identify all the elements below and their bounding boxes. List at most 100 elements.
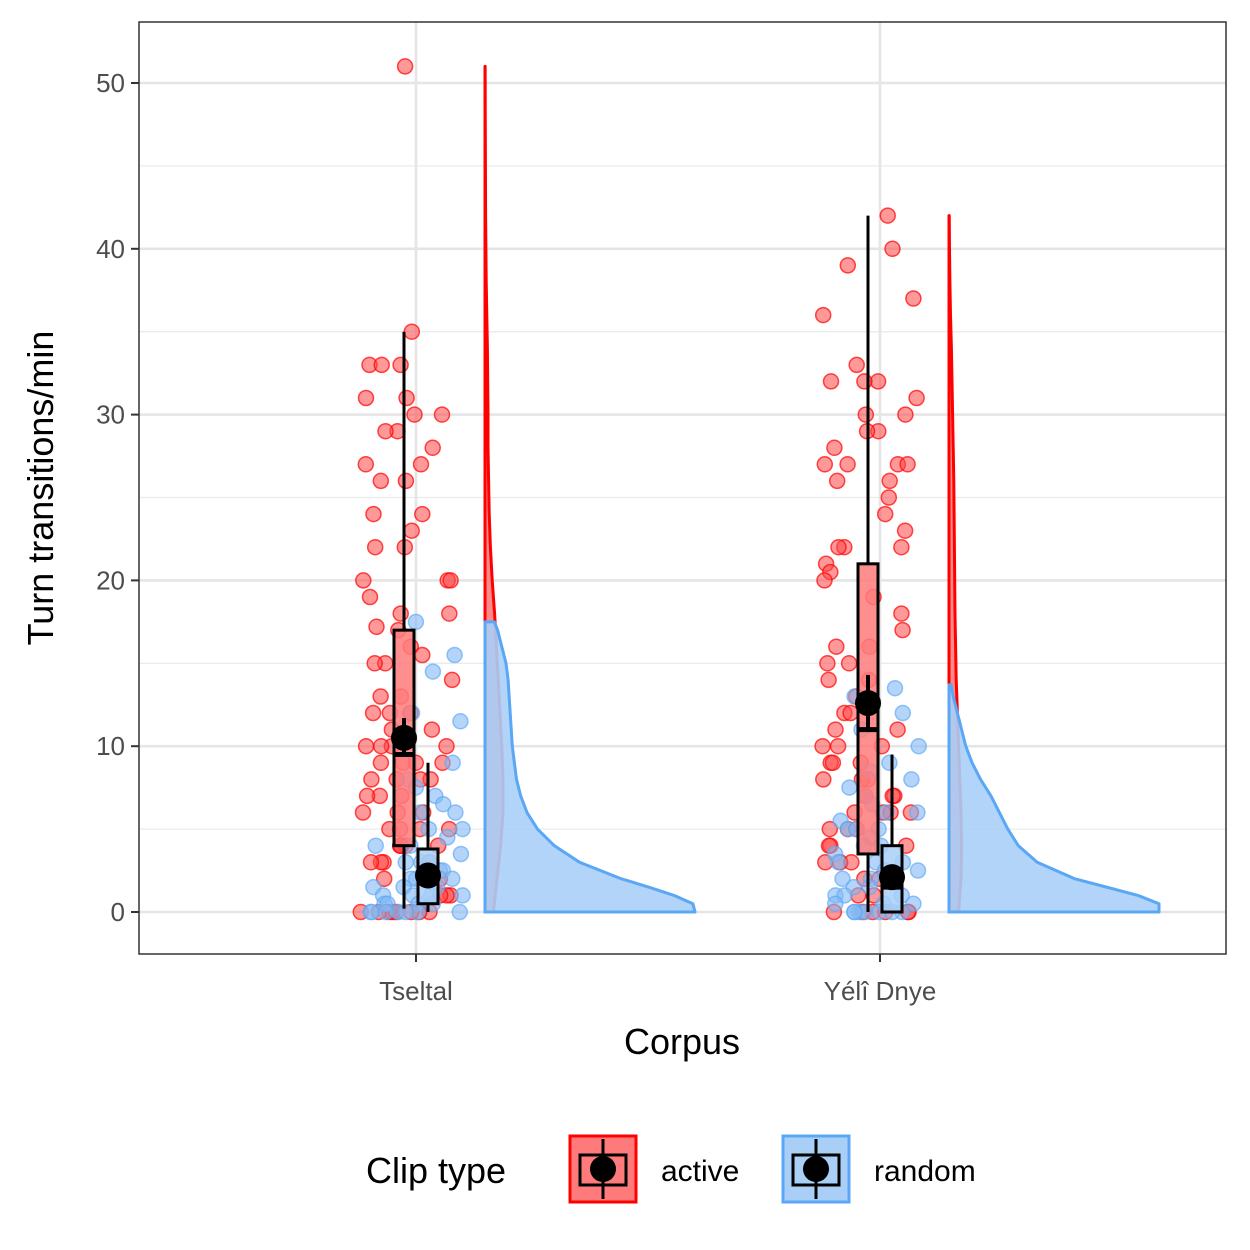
point-active <box>869 373 887 390</box>
point-active <box>403 522 420 539</box>
point-active <box>856 373 873 390</box>
point-active <box>827 721 844 738</box>
point-random <box>447 804 464 821</box>
point-random <box>846 903 863 921</box>
point-random <box>905 895 922 912</box>
point-active <box>424 439 441 457</box>
point-active <box>441 605 458 622</box>
point-random <box>377 903 395 921</box>
point-active <box>828 472 846 490</box>
point-active <box>396 58 414 75</box>
point-random <box>444 870 461 888</box>
legend-label-active: active <box>661 1155 739 1188</box>
point-active <box>839 257 857 274</box>
y-tick-label: 40 <box>96 234 125 264</box>
point-active <box>893 538 910 556</box>
point-active <box>824 754 842 772</box>
boxplots <box>391 215 905 914</box>
point-random <box>363 903 381 921</box>
point-active <box>442 572 459 589</box>
y-tick-label: 30 <box>96 400 125 430</box>
point-active <box>357 389 375 407</box>
point-random <box>834 870 851 888</box>
point-random <box>881 754 898 772</box>
grid <box>139 22 1226 954</box>
point-random <box>367 837 384 854</box>
point-active <box>889 721 906 738</box>
x-axis-title: Corpus <box>624 1021 740 1062</box>
point-active <box>839 456 856 473</box>
plot-background <box>139 22 1226 954</box>
point-active <box>377 422 394 440</box>
point-random <box>397 854 414 871</box>
point-active <box>366 538 384 556</box>
point-active <box>438 737 455 755</box>
point-random <box>861 878 878 896</box>
legend-key-active <box>568 1134 638 1204</box>
legend-label-random: random <box>874 1155 976 1188</box>
point-active <box>361 588 379 606</box>
point-active <box>829 737 847 755</box>
point-active <box>876 505 894 523</box>
point-active <box>363 771 380 788</box>
point-active <box>364 704 382 722</box>
density-random-Yélî Dnye <box>947 683 1161 914</box>
point-active <box>815 771 832 788</box>
point-active <box>908 389 925 407</box>
point-random <box>886 679 904 697</box>
axes: 0 10 20 30 40 50 Tseltal Yélî Dnye <box>96 68 936 1006</box>
point-random <box>454 887 471 904</box>
point-active <box>881 472 898 490</box>
point-active <box>414 646 431 664</box>
point-active <box>884 240 901 258</box>
point-active <box>358 787 376 805</box>
mean-active <box>855 690 881 717</box>
point-active <box>848 356 865 374</box>
point-random <box>452 845 470 863</box>
density-random-Tseltal <box>483 620 697 914</box>
point-random <box>903 771 920 788</box>
point-active <box>414 505 431 523</box>
point-active <box>412 456 430 473</box>
point-active <box>357 737 375 755</box>
y-tick-label: 50 <box>96 68 125 98</box>
point-active <box>820 671 837 689</box>
mean-random <box>879 864 905 891</box>
point-active <box>423 721 441 738</box>
point-active <box>857 406 875 423</box>
point-active <box>372 472 390 490</box>
point-active <box>392 356 409 374</box>
point-active <box>830 538 847 556</box>
y-axis-title: Turn transitions/min <box>20 331 61 646</box>
point-active <box>814 737 831 755</box>
point-active <box>816 456 834 473</box>
point-active <box>819 655 836 672</box>
point-active <box>403 323 421 340</box>
point-active <box>822 373 840 390</box>
point-active <box>366 655 383 672</box>
point-random <box>827 895 844 912</box>
legend-key-random <box>781 1134 851 1204</box>
point-random <box>444 754 461 772</box>
point-active <box>406 406 423 423</box>
point-random <box>830 854 847 871</box>
point-active <box>375 870 393 888</box>
point-active <box>443 671 461 689</box>
point-active <box>905 290 922 307</box>
legend-title: Clip type <box>366 1150 506 1191</box>
point-active <box>365 505 382 523</box>
point-active <box>826 439 843 457</box>
point-active <box>354 804 372 821</box>
point-active <box>899 456 916 473</box>
point-active <box>433 406 451 423</box>
point-active <box>357 456 375 473</box>
y-tick-label: 20 <box>96 565 125 595</box>
point-active <box>372 737 390 755</box>
point-random <box>909 862 927 879</box>
x-tick-label: Yélî Dnye <box>824 976 937 1006</box>
point-random <box>451 903 468 921</box>
point-active <box>896 522 914 539</box>
point-random <box>909 804 926 821</box>
mean-active <box>391 724 417 751</box>
